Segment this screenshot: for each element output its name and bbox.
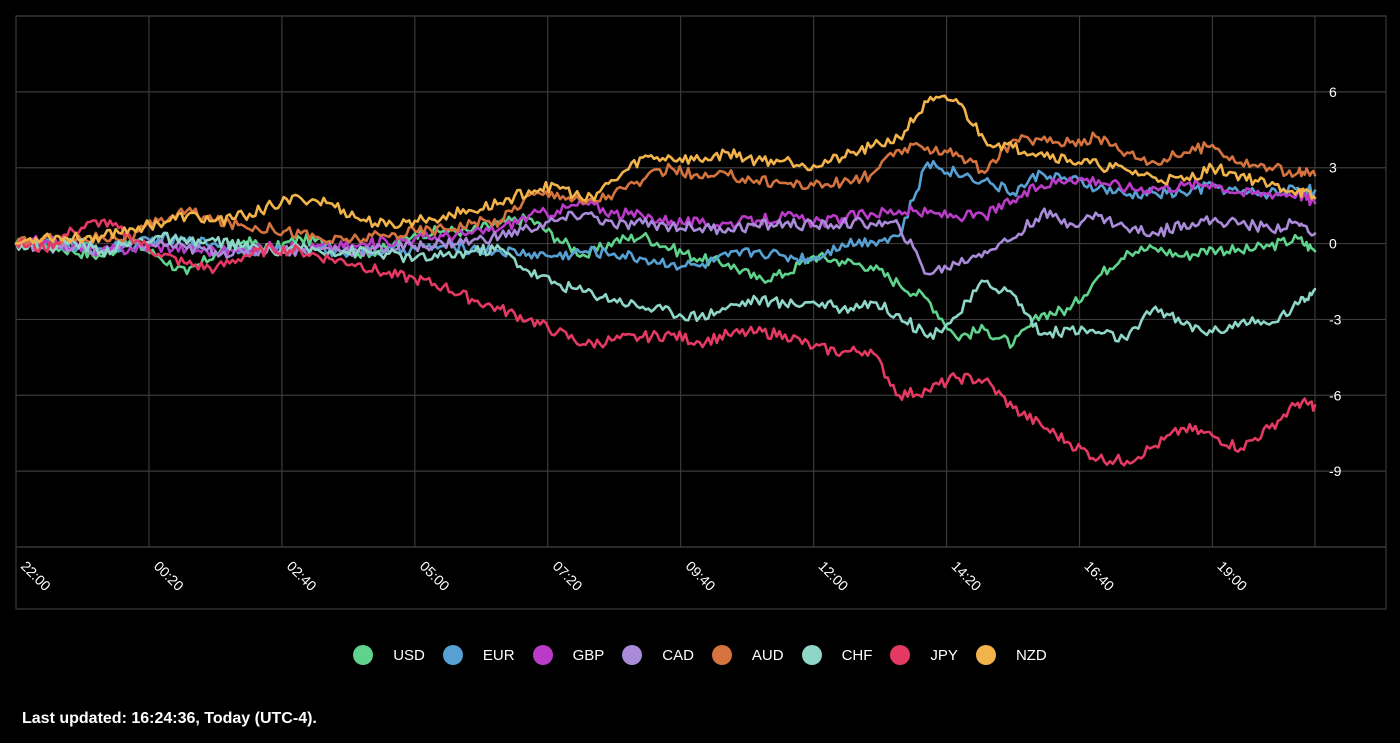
series-line-usd [14, 213, 1317, 349]
legend-label: GBP [572, 646, 605, 664]
series-line-nzd [14, 94, 1317, 245]
x-tick-label: 05:00 [417, 558, 453, 594]
legend-swatch [622, 645, 643, 665]
x-tick-label: 19:00 [1214, 558, 1250, 594]
x-tick-label: 02:40 [284, 558, 320, 594]
series-line-jpy [14, 218, 1317, 467]
legend-swatch [532, 645, 553, 665]
legend-swatch [890, 645, 911, 665]
x-tick-label: 22:00 [18, 558, 54, 594]
x-tick-label: 14:20 [948, 558, 984, 594]
legend-label: CHF [841, 646, 873, 664]
legend-item-jpy[interactable]: JPY [890, 645, 958, 665]
chart: 22:00 00:20 02:40 05:00 07:20 09:40 12:00 14:20… [14, 15, 1387, 610]
series-line-aud [14, 131, 1317, 248]
legend-label: CAD [662, 646, 694, 664]
legend-label: NZD [1015, 646, 1047, 664]
legend-label: EUR [482, 646, 515, 664]
series-line-cad [14, 207, 1317, 276]
y-tick-label: 6 [1329, 84, 1337, 100]
legend-swatch [442, 645, 463, 665]
legend-item-nzd[interactable]: NZD [975, 645, 1047, 665]
chart-legend: USD EUR GBP CAD AUD CHF JPY NZD [0, 640, 1400, 670]
y-tick-label: -9 [1329, 463, 1342, 479]
x-tick-label: 09:40 [683, 558, 719, 594]
x-tick-label: 12:00 [816, 558, 852, 594]
series-line-chf [14, 231, 1317, 343]
y-tick-label: 3 [1329, 160, 1337, 176]
legend-item-cad[interactable]: CAD [622, 645, 694, 665]
legend-item-gbp[interactable]: GBP [532, 645, 605, 665]
y-tick-label: 0 [1329, 236, 1337, 252]
y-tick-label: -3 [1329, 311, 1342, 327]
legend-item-aud[interactable]: AUD [711, 645, 784, 665]
legend-label: JPY [930, 646, 958, 664]
legend-label: USD [393, 646, 425, 664]
y-tick-label: -6 [1329, 387, 1342, 403]
legend-swatch [353, 645, 374, 665]
chart-frame [15, 15, 1387, 610]
legend-swatch [711, 645, 732, 665]
currency-strength-chart: 22:00 00:20 02:40 05:00 07:20 09:40 12:00 14:20… [14, 15, 1387, 610]
x-tick-label: 16:40 [1081, 558, 1117, 594]
legend-item-chf[interactable]: CHF [801, 645, 873, 665]
x-tick-label: 00:20 [151, 558, 187, 594]
x-tick-label: 07:20 [550, 558, 586, 594]
legend-label: AUD [751, 646, 784, 664]
legend-swatch [801, 645, 822, 665]
legend-item-usd[interactable]: USD [353, 645, 425, 665]
legend-item-eur[interactable]: EUR [442, 645, 515, 665]
legend-swatch [975, 645, 996, 665]
last-updated-text: Last updated: 16:24:36, Today (UTC-4). [22, 710, 317, 727]
